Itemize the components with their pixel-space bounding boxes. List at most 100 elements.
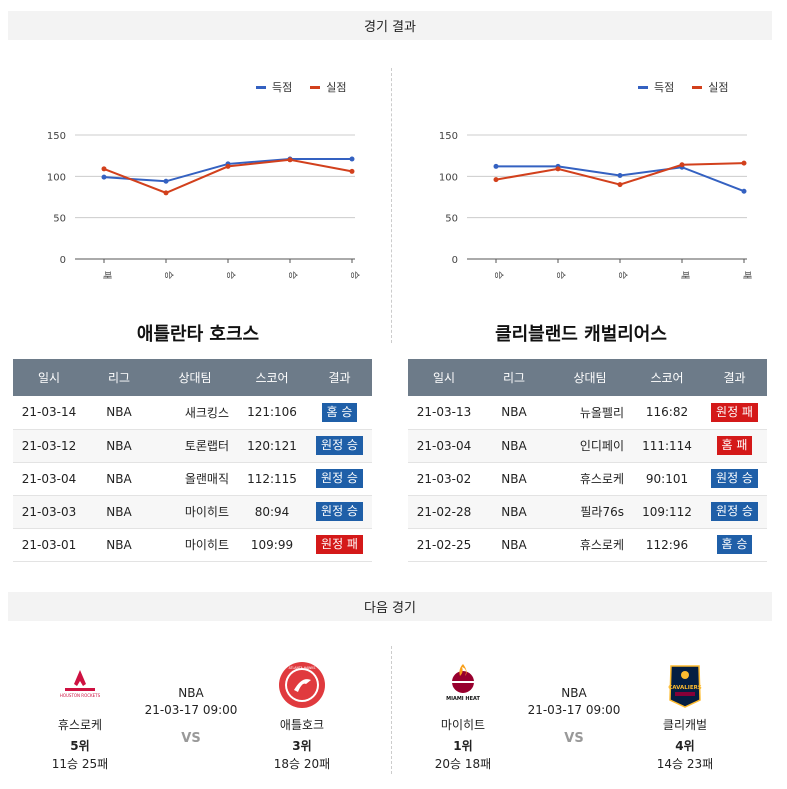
table-header-row: 일시 리그 상대팀 스코어 결과 bbox=[408, 359, 767, 396]
result-badge: 원정 승 bbox=[316, 436, 363, 455]
cell-opponent: 마이히트 bbox=[153, 495, 237, 529]
data-point-scored bbox=[493, 163, 499, 169]
cell-date: 21-03-01 bbox=[13, 528, 85, 562]
results-section-title: 경기 결과 bbox=[364, 20, 416, 35]
next-games-section-header: 다음 경기 bbox=[8, 592, 772, 621]
cell-opponent: 휴스로케 bbox=[548, 462, 632, 496]
cell-opponent: 새크킹스 bbox=[153, 396, 237, 430]
cell-opponent: 토론랩터 bbox=[153, 429, 237, 463]
team-rank: 5위 bbox=[70, 739, 90, 753]
heat-logo-icon: MIAMI HEAT bbox=[438, 660, 488, 710]
legend-item-conceded: 실점 bbox=[692, 79, 729, 95]
cell-opponent: 필라76s bbox=[548, 495, 632, 529]
result-badge: 홈 승 bbox=[321, 402, 358, 422]
home-team[interactable]: HOUSTON ROCKETS 휴스로케 5위 11승 25패 bbox=[20, 660, 140, 772]
data-point-conceded bbox=[617, 182, 623, 188]
match-info: NBA 21-03-17 09:00 VS bbox=[514, 686, 634, 746]
match-league: NBA bbox=[561, 686, 587, 700]
cell-opponent: 뉴올펠리 bbox=[548, 396, 632, 430]
cell-score: 90:101 bbox=[632, 462, 702, 496]
y-tick-label: 0 bbox=[452, 255, 458, 266]
table-row: 21-03-03 NBA 마이히트 80:94 원정 승 bbox=[13, 495, 372, 529]
chart-legend-right: 득점 실점 bbox=[638, 79, 729, 95]
away-team[interactable]: ATLANTA HAWKS 애틀호크 3위 18승 20패 bbox=[242, 660, 362, 772]
x-tick-label: 승 bbox=[555, 271, 566, 279]
cell-result: 원정 패 bbox=[702, 396, 767, 430]
cell-date: 21-03-02 bbox=[408, 462, 480, 496]
team-rank: 4위 bbox=[675, 739, 695, 753]
team-name: 휴스로케 bbox=[57, 718, 103, 732]
results-section-header: 경기 결과 bbox=[8, 11, 772, 40]
cell-league: NBA bbox=[480, 495, 548, 529]
cell-opponent: 마이히트 bbox=[153, 528, 237, 562]
table-row: 21-03-12 NBA 토론랩터 120:121 원정 승 bbox=[13, 429, 372, 463]
y-tick-label: 50 bbox=[53, 214, 66, 225]
cavaliers-logo-icon: CAVALIERS bbox=[660, 660, 710, 710]
cell-score: 109:99 bbox=[237, 528, 307, 562]
legend-item-scored: 득점 bbox=[256, 79, 292, 95]
cell-result: 원정 패 bbox=[307, 528, 372, 562]
rockets-logo-icon: HOUSTON ROCKETS bbox=[55, 660, 105, 710]
next-game-card[interactable]: HOUSTON ROCKETS 휴스로케 5위 11승 25패 NBA 21-0… bbox=[20, 660, 380, 772]
data-point-conceded bbox=[101, 166, 107, 172]
data-point-scored bbox=[163, 178, 169, 184]
col-league: 리그 bbox=[85, 359, 153, 396]
score-chart-atlanta: 0 50 100 150 패 승 승 승 승 bbox=[0, 0, 390, 300]
y-tick-label: 100 bbox=[47, 172, 66, 183]
result-badge: 원정 승 bbox=[316, 502, 363, 521]
hawks-logo-icon: ATLANTA HAWKS bbox=[277, 660, 327, 710]
team-record: 20승 18패 bbox=[434, 757, 492, 771]
legend-swatch-scored bbox=[638, 85, 648, 89]
x-tick-label: 승 bbox=[617, 271, 628, 279]
y-tick-label: 0 bbox=[60, 255, 66, 266]
legend-label-scored: 득점 bbox=[654, 81, 675, 94]
team-rank: 3위 bbox=[292, 739, 312, 753]
heat-logo-text: MIAMI HEAT bbox=[446, 696, 480, 702]
legend-label-scored: 득점 bbox=[272, 81, 293, 94]
hawks-logo-text: ATLANTA HAWKS bbox=[289, 666, 316, 670]
chart-legend-left: 득점 실점 bbox=[256, 79, 347, 95]
match-info: NBA 21-03-17 09:00 VS bbox=[131, 686, 251, 746]
results-divider bbox=[391, 68, 392, 343]
next-games-section-title: 다음 경기 bbox=[364, 601, 416, 616]
match-datetime: 21-03-17 09:00 bbox=[144, 703, 238, 717]
table-row: 21-03-01 NBA 마이히트 109:99 원정 패 bbox=[13, 528, 372, 562]
result-badge: 원정 승 bbox=[316, 469, 363, 488]
rockets-logo-text: HOUSTON ROCKETS bbox=[60, 693, 101, 698]
col-score: 스코어 bbox=[237, 359, 307, 396]
next-games-divider bbox=[391, 646, 392, 774]
score-chart-atlanta-svg: 0 50 100 150 패 승 승 승 승 bbox=[47, 131, 360, 279]
cell-result: 홈 승 bbox=[307, 396, 372, 430]
cell-date: 21-03-03 bbox=[13, 495, 85, 529]
cell-score: 121:106 bbox=[237, 396, 307, 430]
next-game-card[interactable]: MIAMI HEAT 마이히트 1위 20승 18패 NBA 21-03-17 … bbox=[403, 660, 763, 772]
cell-score: 120:121 bbox=[237, 429, 307, 463]
cell-result: 원정 승 bbox=[702, 495, 767, 529]
data-point-conceded bbox=[287, 157, 293, 163]
y-tick-label: 50 bbox=[445, 214, 458, 225]
team-record: 18승 20패 bbox=[273, 757, 331, 771]
result-badge: 원정 패 bbox=[316, 535, 363, 554]
cell-result: 홈 승 bbox=[702, 528, 767, 562]
home-team[interactable]: MIAMI HEAT 마이히트 1위 20승 18패 bbox=[403, 660, 523, 772]
cell-result: 홈 패 bbox=[702, 429, 767, 463]
away-team[interactable]: CAVALIERS 클리캐벌 4위 14승 23패 bbox=[625, 660, 745, 772]
col-opponent: 상대팀 bbox=[153, 359, 237, 396]
cell-opponent: 인디페이 bbox=[548, 429, 632, 463]
cell-opponent: 올랜매직 bbox=[153, 462, 237, 496]
legend-label-conceded: 실점 bbox=[708, 81, 729, 94]
score-chart-cleveland: 0 50 100 150 승 승 승 패 패 bbox=[392, 0, 782, 300]
data-point-conceded bbox=[349, 168, 355, 174]
cell-league: NBA bbox=[480, 528, 548, 562]
table-row: 21-03-14 NBA 새크킹스 121:106 홈 승 bbox=[13, 396, 372, 430]
team-name: 클리캐벌 bbox=[662, 718, 708, 732]
cell-date: 21-03-12 bbox=[13, 429, 85, 463]
team-name: 애틀호크 bbox=[279, 718, 325, 732]
cell-opponent: 휴스로케 bbox=[548, 528, 632, 562]
col-result: 결과 bbox=[702, 359, 767, 396]
col-result: 결과 bbox=[307, 359, 372, 396]
x-tick-label: 승 bbox=[493, 271, 504, 279]
col-score: 스코어 bbox=[632, 359, 702, 396]
table-row: 21-03-04 NBA 인디페이 111:114 홈 패 bbox=[408, 429, 767, 463]
table-row: 21-03-02 NBA 휴스로케 90:101 원정 승 bbox=[408, 462, 767, 496]
